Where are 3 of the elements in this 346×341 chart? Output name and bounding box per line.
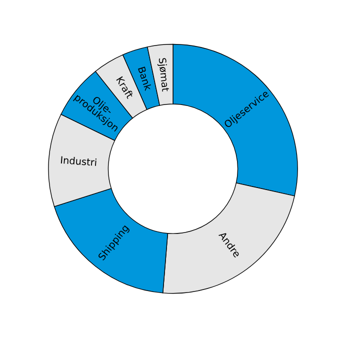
slice-label: Industri xyxy=(60,156,96,166)
slice-label: Bank xyxy=(138,66,152,92)
slice-label: Sjømat xyxy=(156,58,170,92)
